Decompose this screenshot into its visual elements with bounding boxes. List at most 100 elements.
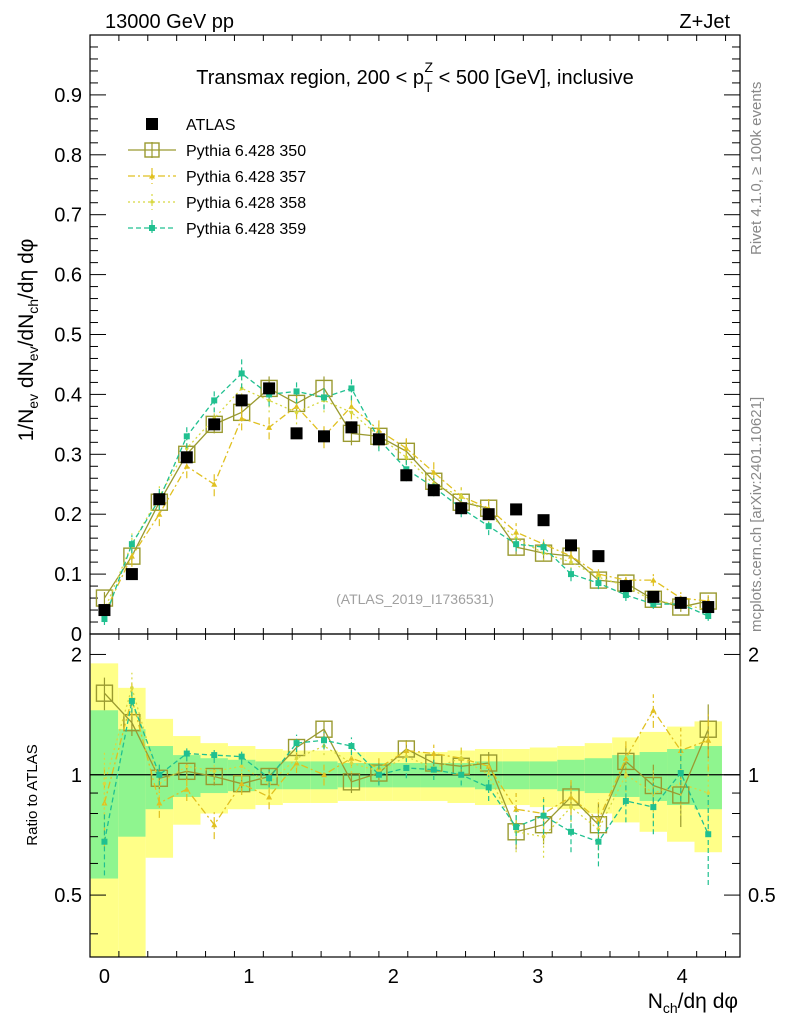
marker-358 bbox=[239, 386, 244, 391]
x-axis-label: Nch/dη dφ bbox=[648, 990, 738, 1016]
marker-358 bbox=[184, 764, 189, 769]
x-tick-label: 3 bbox=[532, 966, 543, 988]
marker-359 bbox=[156, 771, 163, 778]
marker-359 bbox=[568, 828, 574, 835]
marker-357 bbox=[622, 755, 629, 761]
series-atlas bbox=[98, 382, 715, 617]
marker-357 bbox=[705, 737, 712, 743]
chart-title: Transmax region, 200 < pTZ < 500 [GeV], … bbox=[196, 59, 634, 95]
marker-359 bbox=[321, 394, 327, 401]
marker-357 bbox=[128, 553, 135, 559]
legend-label: ATLAS bbox=[186, 117, 236, 134]
marker-atlas bbox=[235, 394, 248, 407]
marker-357 bbox=[650, 707, 657, 713]
marker-359 bbox=[101, 616, 108, 623]
marker-358 bbox=[404, 455, 409, 460]
marker-357 bbox=[430, 469, 437, 475]
series-line bbox=[103, 387, 709, 608]
marker-359 bbox=[211, 397, 218, 404]
ratio-y-tick-label: 1 bbox=[71, 765, 82, 787]
marker-357 bbox=[238, 780, 245, 787]
marker-359 bbox=[677, 770, 684, 777]
marker-359 bbox=[183, 433, 190, 440]
marker-359 bbox=[101, 838, 108, 845]
marker-atlas bbox=[290, 427, 303, 440]
marker-357 bbox=[211, 821, 218, 828]
ratio-y-tick-label-right: 2 bbox=[748, 644, 759, 666]
marker-359 bbox=[183, 750, 190, 757]
header-right: Z+Jet bbox=[679, 11, 730, 33]
marker-357 bbox=[156, 511, 163, 517]
band-inner bbox=[584, 758, 613, 794]
marker-358 bbox=[239, 764, 244, 769]
marker-359 bbox=[540, 812, 547, 819]
marker-357 bbox=[430, 750, 437, 757]
marker-358 bbox=[624, 772, 628, 777]
marker-358 bbox=[459, 756, 464, 761]
ratio-y-tick-label-right: 1 bbox=[748, 765, 759, 787]
x-tick-label: 1 bbox=[243, 966, 254, 988]
marker-atlas bbox=[537, 514, 550, 527]
marker-358 bbox=[294, 756, 299, 761]
marker-359 bbox=[211, 752, 218, 759]
x-tick-label: 0 bbox=[99, 966, 110, 988]
ratio-uncertainty-bands bbox=[90, 663, 722, 957]
legend-label: Pythia 6.428 350 bbox=[186, 143, 306, 160]
marker-359 bbox=[622, 797, 629, 804]
marker-350 bbox=[342, 773, 361, 791]
marker-357 bbox=[266, 793, 273, 800]
marker-357 bbox=[513, 806, 520, 812]
marker-359 bbox=[485, 523, 492, 530]
marker-358 bbox=[150, 200, 154, 204]
marker-358 bbox=[130, 686, 134, 690]
marker-357 bbox=[183, 463, 190, 469]
marker-atlas bbox=[318, 430, 330, 443]
marker-atlas bbox=[125, 568, 138, 581]
marker-357 bbox=[293, 403, 300, 409]
marker-359 bbox=[458, 771, 465, 778]
marker-359 bbox=[513, 541, 520, 548]
band-inner bbox=[118, 729, 146, 837]
ratio-line bbox=[103, 696, 709, 826]
marker-358 bbox=[349, 761, 354, 765]
marker-atlas bbox=[510, 503, 523, 516]
marker-atlas bbox=[180, 451, 193, 464]
y-tick-label: 0 bbox=[71, 624, 82, 646]
side-note-bottom: mcplots.cern.ch [arXiv:2401.10621] bbox=[748, 397, 765, 632]
marker-358 bbox=[541, 834, 546, 839]
x-tick-label: 2 bbox=[388, 966, 399, 988]
marker-atlas bbox=[647, 590, 660, 603]
marker-atlas bbox=[400, 469, 413, 482]
y-tick-label: 0.9 bbox=[54, 85, 82, 107]
marker-358 bbox=[706, 791, 711, 795]
marker-359 bbox=[430, 766, 437, 773]
y-axis-label-ratio: Ratio to ATLAS bbox=[24, 744, 41, 845]
ratio-y-tick-label: 2 bbox=[71, 644, 82, 666]
ratio-line bbox=[103, 685, 709, 838]
marker-atlas bbox=[208, 418, 221, 431]
marker-350 bbox=[205, 767, 223, 786]
marker-359 bbox=[568, 571, 574, 578]
marker-359 bbox=[348, 743, 355, 750]
marker-359 bbox=[650, 804, 657, 811]
marker-atlas bbox=[455, 502, 468, 515]
marker-atlas bbox=[427, 484, 440, 497]
marker-atlas bbox=[146, 118, 158, 130]
marker-359 bbox=[622, 592, 629, 599]
legend-entry: Pythia 6.428 357 bbox=[128, 168, 306, 186]
legend-label: Pythia 6.428 357 bbox=[186, 169, 306, 186]
marker-357 bbox=[211, 481, 218, 487]
series-layer bbox=[95, 358, 717, 885]
marker-359 bbox=[540, 544, 547, 551]
ratio-y-tick-label: 0.5 bbox=[54, 885, 82, 907]
legend-entry: Pythia 6.428 359 bbox=[128, 220, 306, 238]
marker-359 bbox=[293, 740, 300, 747]
legend-label: Pythia 6.428 358 bbox=[186, 195, 306, 212]
legend-label: Pythia 6.428 359 bbox=[186, 221, 306, 238]
marker-atlas bbox=[345, 421, 358, 434]
marker-atlas bbox=[702, 601, 715, 614]
y-tick-label: 0.5 bbox=[54, 325, 82, 347]
x-tick-label: 4 bbox=[677, 966, 688, 988]
marker-atlas bbox=[263, 382, 276, 395]
marker-358 bbox=[404, 754, 409, 759]
